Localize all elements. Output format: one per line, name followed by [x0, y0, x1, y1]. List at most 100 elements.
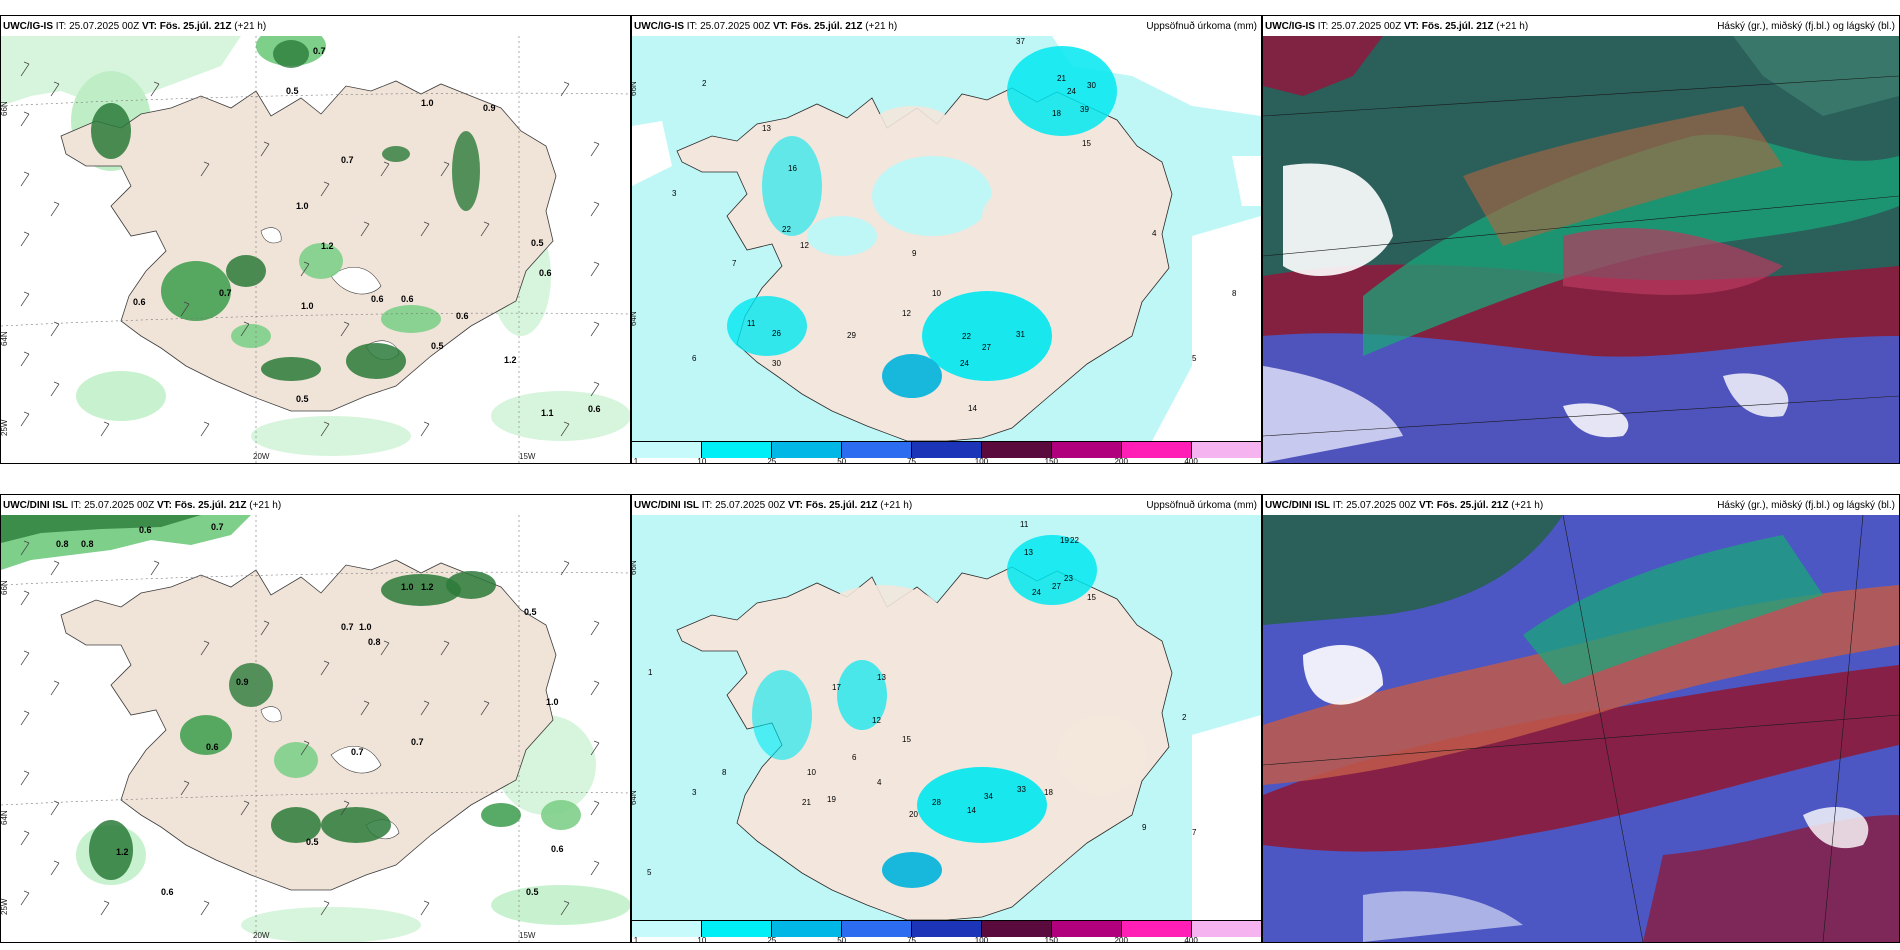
- vt-value: Fös. 25.júl. 21Z: [790, 21, 863, 32]
- value-label: 37: [1016, 37, 1025, 46]
- value-label: 10: [807, 768, 816, 777]
- value-label: 0.7: [351, 747, 364, 757]
- value-label: 1.2: [504, 355, 517, 365]
- panel-title: Háský (gr.), miðský (fj.bl.) og lágský (…: [1717, 500, 1895, 511]
- value-label: 1.0: [401, 582, 414, 592]
- lead-label: (+21 h): [234, 21, 267, 32]
- map-area[interactable]: [1263, 515, 1899, 942]
- value-label: 0.7: [411, 737, 424, 747]
- legend-swatch: [1192, 442, 1261, 458]
- panel-dini-wind: UWC/DINI ISL IT: 25.07.2025 00Z VT: Fös.…: [0, 494, 631, 943]
- legend-swatch: [842, 442, 912, 458]
- value-label: 34: [984, 792, 993, 801]
- value-label: 39: [1080, 105, 1089, 114]
- value-label: 1.2: [321, 241, 334, 251]
- legend-tick: 50: [837, 457, 847, 464]
- map-area[interactable]: 0.8 0.8 0.6 0.7 1.0 1.2 0.5 0.8 0.7 1.0 …: [1, 515, 630, 942]
- value-label: 2: [1182, 713, 1187, 722]
- value-label: 1.2: [116, 847, 129, 857]
- vt-value: Fös. 25.júl. 21Z: [1436, 500, 1509, 511]
- lead-label: (+21 h): [1496, 21, 1529, 32]
- panel-title: Háský (gr.), miðský (fj.bl.) og lágský (…: [1717, 21, 1895, 32]
- lon-label: 15W: [519, 452, 536, 461]
- legend-swatch: [912, 442, 982, 458]
- value-label: 0.6: [133, 297, 146, 307]
- lat-label: 66N: [1, 101, 9, 116]
- legend-swatch: [702, 442, 772, 458]
- value-label: 24: [960, 359, 969, 368]
- panel-title: Uppsöfnuð úrkoma (mm): [1146, 500, 1257, 511]
- value-label: 0.6: [588, 404, 601, 414]
- value-label: 0.6: [551, 844, 564, 854]
- model-label: UWC/IG-IS: [3, 21, 53, 32]
- value-label: 0.7: [341, 155, 354, 165]
- value-label: 1.1: [541, 408, 554, 418]
- panel-ig-wind: UWC/IG-IS IT: 25.07.2025 00Z VT: Fös. 25…: [0, 15, 631, 464]
- lead-label: (+21 h): [249, 500, 282, 511]
- value-label: 26: [772, 329, 781, 338]
- value-label: 0.8: [81, 539, 94, 549]
- panel-ig-precip: UWC/IG-IS IT: 25.07.2025 00Z VT: Fös. 25…: [631, 15, 1262, 464]
- value-label: 13: [1024, 548, 1033, 557]
- value-label: 27: [1052, 582, 1061, 591]
- legend-swatch: [632, 442, 702, 458]
- value-label: 0.5: [524, 607, 537, 617]
- precip-map: 11 13 19 22 23 27 24 15 13 17 12 15 21 1…: [632, 515, 1261, 920]
- value-label: 9: [912, 249, 917, 258]
- legend-swatch: [772, 442, 842, 458]
- lead-label: (+21 h): [1511, 500, 1544, 511]
- model-label: UWC/DINI ISL: [634, 500, 699, 511]
- value-label: 0.6: [139, 525, 152, 535]
- legend-swatch: [1122, 921, 1192, 937]
- map-area[interactable]: [1263, 36, 1899, 463]
- vt-label: VT:: [772, 21, 788, 32]
- legend-tick: 100: [974, 457, 989, 464]
- value-label: 13: [877, 673, 886, 682]
- vt-label: VT:: [787, 500, 803, 511]
- it-label: IT:: [55, 21, 67, 32]
- value-label: 0.7: [313, 46, 326, 56]
- legend-tick: 75: [907, 457, 916, 464]
- value-label: 0.6: [401, 294, 414, 304]
- value-label: 22: [782, 225, 791, 234]
- frame: UWC/DINI ISL IT: 25.07.2025 00Z VT: Fös.…: [631, 494, 1262, 943]
- value-label: 0.8: [368, 637, 381, 647]
- value-label: 2: [702, 79, 707, 88]
- value-label: 27: [982, 343, 991, 352]
- lead-label: (+21 h): [865, 21, 898, 32]
- it-label: IT:: [701, 500, 713, 511]
- vt-label: VT:: [141, 21, 157, 32]
- value-label: 11: [747, 319, 756, 328]
- panel-dini-clouds: UWC/DINI ISL IT: 25.07.2025 00Z VT: Fös.…: [1262, 494, 1900, 943]
- legend-tick: 150: [1044, 936, 1059, 943]
- model-label: UWC/DINI ISL: [1265, 500, 1330, 511]
- it-value: 25.07.2025 00Z: [1331, 21, 1402, 32]
- value-label: 7: [732, 259, 737, 268]
- vt-value: Fös. 25.júl. 21Z: [1421, 21, 1494, 32]
- value-label: 28: [932, 798, 941, 807]
- value-label: 0.5: [306, 837, 319, 847]
- map-area[interactable]: 37 21 24 30 39 18 15 13 16 22 12 29 26 3…: [632, 36, 1261, 441]
- lon-label: 25W: [1, 419, 9, 436]
- legend-tick: 400: [1184, 936, 1198, 943]
- map-area[interactable]: 0.5 0.7 1.0 0.9 0.7 0.5 0.6 0.6 0.6 1.0 …: [1, 36, 630, 463]
- value-label: 17: [832, 683, 841, 692]
- value-label: 4: [1152, 229, 1157, 238]
- legend-ticks: 1 10 25 50 75 100 150 200 400: [632, 457, 1261, 464]
- vt-value: Fös. 25.júl. 21Z: [805, 500, 878, 511]
- lat-label: 64N: [1, 331, 9, 346]
- map-area[interactable]: 11 13 19 22 23 27 24 15 13 17 12 15 21 1…: [632, 515, 1261, 920]
- value-label: 12: [872, 716, 881, 725]
- panel-ig-clouds: UWC/IG-IS IT: 25.07.2025 00Z VT: Fös. 25…: [1262, 15, 1900, 464]
- value-label: 3: [692, 788, 697, 797]
- value-label: 33: [1017, 785, 1026, 794]
- legend-tick: 1: [633, 457, 639, 464]
- frame: UWC/IG-IS IT: 25.07.2025 00Z VT: Fös. 25…: [1262, 15, 1900, 464]
- legend-tick: 75: [907, 936, 916, 943]
- precip-values: 37 21 24 30 39 18 15 13 16 22 12 29 26 3…: [672, 37, 1237, 413]
- legend-swatch: [982, 442, 1052, 458]
- it-label: IT:: [1332, 500, 1344, 511]
- cloud-map: [1263, 515, 1899, 942]
- value-label: 7: [1192, 828, 1197, 837]
- value-label: 3: [672, 189, 677, 198]
